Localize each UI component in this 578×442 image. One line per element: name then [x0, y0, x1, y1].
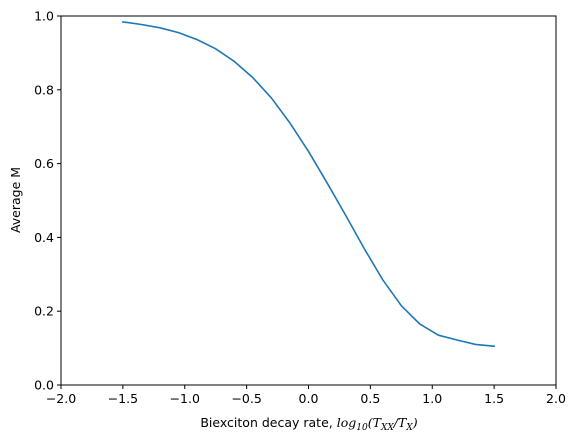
y-tick-label: 0.4 — [34, 230, 54, 245]
y-tick-label: 1.0 — [34, 9, 54, 24]
y-axis-label: Average M — [8, 167, 23, 233]
axes-frame — [60, 15, 557, 386]
y-tick-label: 0.8 — [34, 82, 54, 97]
x-tick-label: −1.0 — [170, 391, 200, 406]
x-tick-label: 1.0 — [422, 391, 442, 406]
x-tick-label: 0.0 — [299, 391, 319, 406]
x-tick-label: −2.0 — [46, 391, 76, 406]
x-tick-label: −1.5 — [108, 391, 138, 406]
y-tick-label: 0.6 — [34, 156, 54, 171]
series-line-0 — [121, 20, 496, 348]
x-tick-label: 0.5 — [360, 391, 380, 406]
plot-area — [60, 15, 557, 386]
x-tick-label: 1.5 — [484, 391, 504, 406]
x-axis-label: Biexciton decay rate, log10(TXX/TX) — [200, 415, 417, 433]
y-tick-label: 0.0 — [34, 378, 54, 393]
x-tick-label: 2.0 — [546, 391, 566, 406]
x-tick-label: −0.5 — [231, 391, 261, 406]
axis-ticks: −2.0 −1.5 −1.0 −0.5 0.0 0.5 1.0 1.5 2.0 0.0 0.2 0.4… — [34, 9, 566, 407]
y-tick-label: 0.2 — [34, 304, 54, 319]
